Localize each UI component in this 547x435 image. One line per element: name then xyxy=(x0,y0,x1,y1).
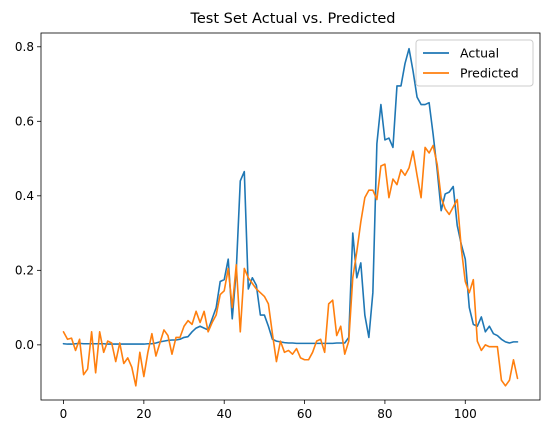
y-tick-label: 0.0 xyxy=(15,338,34,352)
legend-box xyxy=(415,39,534,87)
legend-label-actual: Actual xyxy=(460,46,499,61)
series-line-predicted xyxy=(62,144,519,387)
y-tick-label: 0.8 xyxy=(15,40,34,54)
series xyxy=(62,47,519,387)
x-tick-label: 0 xyxy=(60,407,68,421)
legend: Actual Predicted xyxy=(415,39,534,87)
x-tick-label: 20 xyxy=(136,407,151,421)
x-tick-label: 80 xyxy=(377,407,392,421)
plot-frame xyxy=(40,32,541,401)
ticks: 0 20 40 60 80 100 0.0 0.2 0.4 0.6 0.8 xyxy=(15,40,477,421)
x-tick-label: 100 xyxy=(454,407,477,421)
chart-title: Test Set Actual vs. Predicted xyxy=(189,11,395,27)
y-tick-label: 0.2 xyxy=(15,263,34,277)
x-tick-label: 60 xyxy=(297,407,312,421)
x-tick-label: 40 xyxy=(217,407,232,421)
y-tick-label: 0.4 xyxy=(15,189,34,203)
y-tick-label: 0.6 xyxy=(15,114,34,128)
series-line-actual xyxy=(62,47,519,345)
axes xyxy=(40,32,541,401)
legend-label-predicted: Predicted xyxy=(460,66,519,81)
